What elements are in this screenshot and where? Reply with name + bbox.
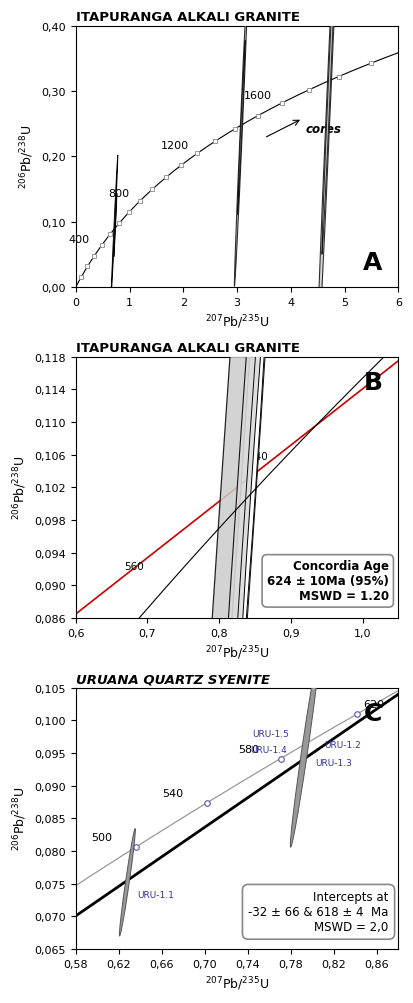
Ellipse shape [234,0,248,287]
Text: 800: 800 [108,189,129,199]
Ellipse shape [237,41,245,216]
Text: URU-1.5: URU-1.5 [252,729,289,738]
Text: 400: 400 [69,235,90,245]
Text: ITAPURANGA ALKALI GRANITE: ITAPURANGA ALKALI GRANITE [76,342,300,355]
Text: 640: 640 [248,451,268,461]
Text: Concordia Age
624 ± 10Ma (95%)
MSWD = 1.20: Concordia Age 624 ± 10Ma (95%) MSWD = 1.… [267,560,389,603]
Text: cores: cores [306,123,342,136]
Ellipse shape [164,0,297,1003]
Text: 620: 620 [363,700,385,710]
Text: URU-1.4: URU-1.4 [250,745,287,754]
Text: URU-1.1: URU-1.1 [137,890,174,899]
Ellipse shape [119,828,135,936]
Text: 540: 540 [162,788,183,798]
Text: 580: 580 [238,744,259,754]
X-axis label: $^{207}$Pb/$^{235}$U: $^{207}$Pb/$^{235}$U [205,974,269,992]
X-axis label: $^{207}$Pb/$^{235}$U: $^{207}$Pb/$^{235}$U [205,313,269,331]
Text: B: B [363,370,382,394]
Y-axis label: $^{206}$Pb/$^{238}$U: $^{206}$Pb/$^{238}$U [11,786,29,851]
Y-axis label: $^{206}$Pb/$^{238}$U: $^{206}$Pb/$^{238}$U [11,455,29,520]
Text: ITAPURANGA ALKALI GRANITE: ITAPURANGA ALKALI GRANITE [76,11,300,24]
Ellipse shape [322,0,337,256]
Text: 1200: 1200 [161,141,189,151]
X-axis label: $^{207}$Pb/$^{235}$U: $^{207}$Pb/$^{235}$U [205,644,269,661]
Ellipse shape [111,155,118,297]
Y-axis label: $^{206}$Pb/$^{238}$U: $^{206}$Pb/$^{238}$U [18,125,36,190]
Text: URU-1.3: URU-1.3 [316,758,352,767]
Ellipse shape [114,194,117,258]
Text: Intercepts at
-32 ± 66 & 618 ± 4  Ma
MSWD = 2,0: Intercepts at -32 ± 66 & 618 ± 4 Ma MSWD… [248,891,389,934]
Text: A: A [363,251,382,275]
Text: 500: 500 [92,832,113,843]
Ellipse shape [316,0,344,398]
Ellipse shape [195,0,293,1003]
Text: C: C [364,701,382,725]
Text: URU-1.2: URU-1.2 [324,740,361,749]
Text: URUANA QUARTZ SYENITE: URUANA QUARTZ SYENITE [76,672,270,685]
Text: 1600: 1600 [244,90,272,100]
Ellipse shape [290,653,319,848]
Ellipse shape [239,277,268,696]
Text: 560: 560 [124,562,144,572]
Ellipse shape [218,5,285,971]
